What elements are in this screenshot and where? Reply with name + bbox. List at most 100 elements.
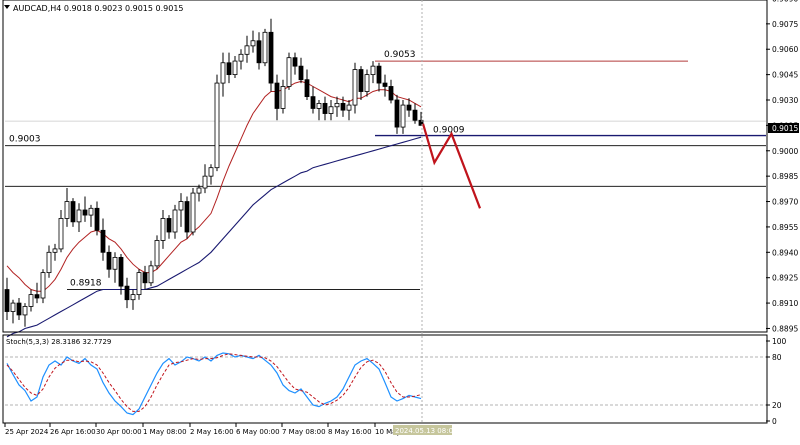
candle-body: [298, 65, 304, 81]
candle: [280, 79, 286, 114]
candle: [310, 86, 316, 114]
candle-body: [70, 201, 76, 223]
candle-body: [268, 31, 274, 84]
candle-body: [34, 294, 40, 299]
candle: [298, 57, 304, 84]
candle: [316, 100, 322, 121]
projection-path: [421, 123, 482, 209]
candle: [244, 35, 250, 63]
time-badge: [393, 425, 452, 435]
candle-body: [394, 99, 400, 128]
stoch-axis-label: 20: [772, 401, 782, 410]
candle: [394, 94, 400, 134]
candle-body: [364, 74, 370, 92]
candle: [160, 210, 166, 249]
candle-body: [46, 251, 52, 274]
stochastic-label: Stoch(5,3,3) 28.3186 32.7729: [6, 338, 111, 346]
time-tick-label: 30 Apr 00:00: [96, 428, 142, 436]
candle: [70, 198, 76, 227]
candle: [322, 96, 328, 121]
candle: [100, 218, 106, 261]
candle-body: [412, 109, 418, 121]
price-tick-label: 0.9000: [772, 147, 798, 156]
candle-body: [148, 265, 154, 284]
candle-body: [334, 102, 340, 108]
price-tick-label: 0.8895: [772, 324, 798, 333]
candle-body: [160, 218, 166, 241]
candle: [94, 201, 100, 236]
candle-body: [280, 86, 286, 109]
candle: [142, 265, 148, 290]
candle: [178, 193, 184, 227]
candle: [352, 62, 358, 114]
candle: [406, 98, 412, 117]
candle: [46, 245, 52, 278]
candle-body: [358, 69, 364, 92]
level-label: 0.8918: [70, 279, 102, 289]
candle: [82, 196, 88, 222]
candle: [214, 74, 220, 172]
candle-body: [244, 45, 250, 55]
candle-body: [274, 82, 280, 109]
candle: [226, 52, 232, 84]
candle-body: [406, 104, 412, 111]
candle-body: [214, 82, 220, 169]
price-tick-label: 0.9075: [772, 20, 798, 29]
time-tick-label: 7 May 08:00: [282, 428, 326, 436]
projection-arrow[interactable]: [421, 123, 482, 209]
candle: [388, 79, 394, 104]
candle: [166, 215, 172, 239]
candle: [196, 184, 202, 202]
candle: [118, 254, 124, 295]
candle: [4, 277, 10, 320]
horizontal-levels[interactable]: 0.9053 0.9009 0.9003 0.8918: [5, 50, 766, 290]
candle: [376, 62, 382, 92]
candle: [64, 188, 70, 227]
stoch-axis-label: 80: [772, 353, 782, 362]
time-tick-label: 10 May: [375, 428, 401, 436]
level-label: 0.9053: [384, 50, 416, 60]
candle-body: [196, 187, 202, 194]
candle-body: [112, 256, 118, 270]
symbol-menu-icon[interactable]: [4, 5, 10, 9]
candle: [232, 56, 238, 78]
candle-body: [376, 65, 382, 84]
candle-body: [352, 69, 358, 106]
candle-body: [154, 240, 160, 267]
level-line: 0.9053: [375, 50, 688, 62]
candle-body: [178, 201, 184, 211]
candle: [346, 100, 352, 121]
stoch-main-line: [6, 352, 422, 416]
candle-body: [220, 62, 226, 84]
time-badge-label: 2024.05.13 08:00: [395, 427, 457, 435]
stoch-signal-line: [6, 353, 422, 412]
candle: [190, 188, 196, 236]
candle-body: [400, 104, 406, 128]
candle: [274, 74, 280, 121]
candle: [250, 30, 256, 53]
candle-body: [142, 272, 148, 284]
stoch-axis-label: 100: [772, 337, 787, 346]
time-tick-label: 26 Apr 16:00: [50, 428, 96, 436]
candle-body: [226, 62, 232, 76]
candle: [112, 252, 118, 283]
candle: [334, 96, 340, 117]
candle-body: [94, 207, 100, 231]
candle-body: [316, 102, 322, 109]
candle-body: [190, 192, 196, 233]
candle: [88, 204, 94, 227]
candle: [130, 289, 136, 310]
candle-body: [124, 285, 130, 301]
candle: [28, 289, 34, 312]
time-tick-label: 6 May 00:00: [236, 428, 280, 436]
candle-body: [58, 218, 64, 250]
candle: [184, 196, 190, 239]
candle-body: [136, 272, 142, 296]
candle: [154, 235, 160, 270]
candle-body: [286, 57, 292, 87]
fast-moving-average: [6, 80, 422, 292]
candle-body: [382, 82, 388, 87]
candle: [370, 61, 376, 84]
candle-body: [340, 102, 346, 111]
